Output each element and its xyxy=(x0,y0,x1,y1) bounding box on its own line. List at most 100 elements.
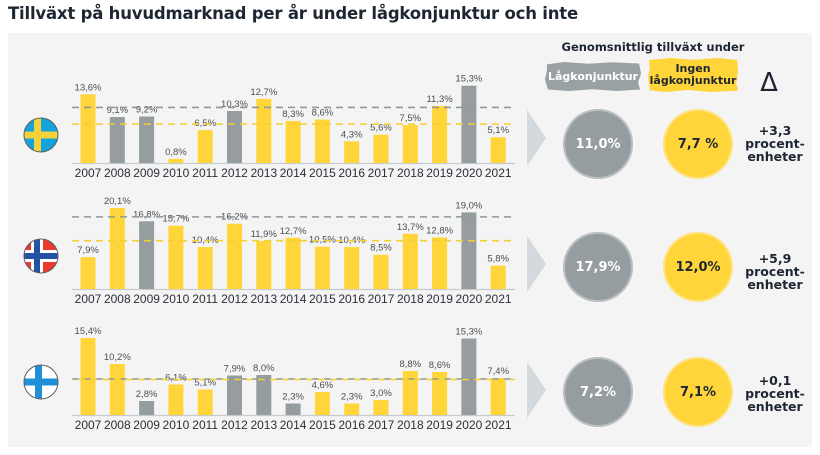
finland-bar-label-2009: 2,8% xyxy=(136,389,158,400)
sweden-avg-no-recession: 7,7 % xyxy=(663,109,733,179)
finland-year-label-2007: 2007 xyxy=(75,418,102,432)
no-recession-tag-line2: lågkonjunktur xyxy=(649,74,737,87)
sverige-year-label-2008: 2008 xyxy=(104,166,131,180)
finland-bar-label-2007: 15,4% xyxy=(75,326,102,337)
norge-year-label-2020: 2020 xyxy=(456,292,483,306)
sverige-bar-2007 xyxy=(80,94,96,163)
finland-year-label-2021: 2021 xyxy=(485,418,512,432)
finland-year-label-2015: 2015 xyxy=(309,418,336,432)
sverige-bar-label-2017: 5,6% xyxy=(370,123,392,134)
sweden-delta-value: +3,3 xyxy=(758,123,792,138)
finland-year-label-2016: 2016 xyxy=(338,418,365,432)
finland-year-label-2018: 2018 xyxy=(397,418,424,432)
norge-year-label-2013: 2013 xyxy=(250,292,277,306)
sverige-bar-2010 xyxy=(168,158,184,163)
sverige-bar-label-2016: 4,3% xyxy=(341,129,363,140)
norge-bar-label-2008: 20,1% xyxy=(104,196,131,207)
norge-bar-label-2015: 10,5% xyxy=(309,235,336,246)
norge-arrow-icon xyxy=(527,236,546,292)
norge-bar-2014 xyxy=(285,237,301,289)
finland-bar-label-2016: 2,3% xyxy=(341,392,363,403)
finland-year-label-2009: 2009 xyxy=(133,418,160,432)
finland-year-label-2011: 2011 xyxy=(192,418,218,432)
norge-flag-outline xyxy=(23,238,59,274)
finland-delta: +0,1 procent- enheter xyxy=(740,374,810,413)
norway-flag-icon xyxy=(24,239,58,273)
norge-year-label-2016: 2016 xyxy=(338,292,365,306)
norge-bar-2009 xyxy=(139,221,155,289)
sverige-bar-label-2021: 5,1% xyxy=(487,125,509,136)
norge-bar-label-2013: 11,9% xyxy=(251,229,278,240)
norge-year-label-2014: 2014 xyxy=(280,292,307,306)
finland-year-label-2019: 2019 xyxy=(426,418,453,432)
finland-bar-label-2021: 7,4% xyxy=(487,366,509,377)
sverige-bar-label-2012: 10,3% xyxy=(221,99,248,110)
finland-arrow-icon xyxy=(527,362,546,418)
delta-unit-line1: procent- xyxy=(745,136,805,151)
sverige-bar-2008 xyxy=(109,117,125,163)
norway-avg-recession: 17,9% xyxy=(563,232,633,302)
sverige-arrow-icon xyxy=(527,110,546,166)
delta-unit-line2: enheter xyxy=(747,277,803,292)
sweden-avg-recession: 11,0% xyxy=(563,109,633,179)
sverige-bar-2018 xyxy=(402,125,418,163)
norge-year-label-2021: 2021 xyxy=(485,292,512,306)
sverige-bar-label-2018: 7,5% xyxy=(399,113,421,124)
sverige-bar-2019 xyxy=(432,105,448,163)
norge-bar-2020 xyxy=(461,212,477,289)
sverige-year-label-2017: 2017 xyxy=(368,166,395,180)
sverige-year-label-2015: 2015 xyxy=(309,166,336,180)
sverige-bar-2021 xyxy=(490,137,506,163)
norge-bar-label-2019: 12,8% xyxy=(426,225,453,236)
sverige-year-label-2019: 2019 xyxy=(426,166,453,180)
finland-bar-2009 xyxy=(139,401,155,415)
sverige-bar-2016 xyxy=(344,141,360,163)
norge-bar-2008 xyxy=(109,207,125,289)
sverige-year-label-2010: 2010 xyxy=(163,166,190,180)
finland-bar-label-2008: 10,2% xyxy=(104,352,131,363)
finland-avg-recession: 7,2% xyxy=(563,357,633,427)
finland-bar-label-2014: 2,3% xyxy=(282,392,304,403)
finland-bar-2015 xyxy=(314,392,330,415)
norway-delta-value: +5,9 xyxy=(758,251,792,266)
norway-delta: +5,9 procent- enheter xyxy=(740,252,810,291)
sverige-bar-2015 xyxy=(314,119,330,163)
sverige-year-label-2018: 2018 xyxy=(397,166,424,180)
finland-bar-2019 xyxy=(432,372,448,415)
finland-bar-2021 xyxy=(490,378,506,415)
sverige-year-label-2014: 2014 xyxy=(280,166,307,180)
sverige-bar-2011 xyxy=(197,130,213,163)
sverige-year-label-2020: 2020 xyxy=(456,166,483,180)
finland-bar-2012 xyxy=(227,375,242,415)
average-heading: Genomsnittlig tillväxt under xyxy=(561,40,745,54)
delta-unit-line2: enheter xyxy=(747,399,803,414)
recession-tag: Lågkonjunktur xyxy=(545,62,641,91)
finland-bar-label-2015: 4,6% xyxy=(312,380,334,391)
norge-bar-label-2014: 12,7% xyxy=(280,226,307,237)
delta-unit-line1: procent- xyxy=(745,386,805,401)
norge-year-label-2010: 2010 xyxy=(163,292,190,306)
sverige-year-label-2009: 2009 xyxy=(133,166,160,180)
sverige-bar-label-2013: 12,7% xyxy=(250,87,277,98)
sverige-bar-2012 xyxy=(227,110,242,163)
sverige-bar-2009 xyxy=(139,116,155,163)
norge-year-label-2012: 2012 xyxy=(221,292,248,306)
sverige-bar-label-2020: 15,3% xyxy=(455,74,482,85)
norge-bar-2007 xyxy=(80,257,96,289)
norge-bar-2016 xyxy=(344,247,360,289)
sverige-year-label-2016: 2016 xyxy=(338,166,365,180)
norge-bar-2012 xyxy=(227,223,242,289)
norge-year-label-2007: 2007 xyxy=(75,292,102,306)
finland-bar-2016 xyxy=(344,403,360,415)
norge-bar-label-2017: 8,5% xyxy=(370,243,392,254)
finland-bar-2007 xyxy=(80,338,96,415)
norway-avg-no-recession: 12,0% xyxy=(663,232,733,302)
finland-year-label-2014: 2014 xyxy=(280,418,307,432)
sverige-bar-label-2019: 11,3% xyxy=(426,94,453,105)
norge-bar-label-2018: 13,7% xyxy=(397,222,424,233)
sverige-bar-2017 xyxy=(373,134,389,163)
sverige-bar-label-2009: 9,2% xyxy=(136,105,158,116)
finland-bar-2017 xyxy=(373,400,389,415)
finland-bar-2010 xyxy=(168,384,184,415)
